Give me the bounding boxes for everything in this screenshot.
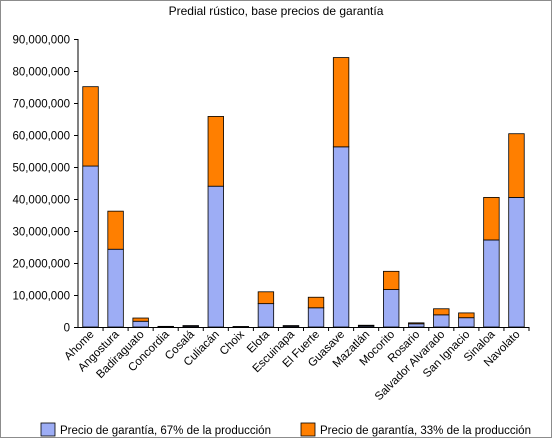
bar-segment-series2 [307, 296, 325, 309]
y-tick-label: 20,000,000 [12, 259, 70, 271]
bar-segment-series2 [107, 210, 124, 250]
bar-segment-series2 [332, 57, 350, 148]
bar-segment-series1 [132, 320, 149, 328]
x-axis: AhomeAngosturaBadiraguatoConcordiaCosalá… [62, 327, 530, 403]
y-tick-label: 60,000,000 [12, 131, 70, 143]
bar-segment-series2 [132, 317, 149, 322]
legend-label: Precio de garantía, 67% de la producción [60, 425, 271, 437]
bar-segment-series1 [107, 248, 124, 328]
bar-segment-series2 [82, 86, 99, 167]
bar-segment-series2 [157, 325, 174, 328]
bar-segment-series2 [383, 270, 400, 290]
y-tick-label: 90,000,000 [12, 35, 70, 47]
y-tick-label: 0 [64, 323, 70, 335]
bar-segment-series1 [257, 303, 275, 328]
bar-segment-series2 [433, 308, 450, 316]
y-tick-label: 10,000,000 [12, 291, 70, 303]
legend-label: Precio de garantía, 33% de la producción [320, 425, 531, 437]
bar-segment-series1 [332, 146, 350, 328]
bar-segment-series2 [508, 133, 525, 198]
y-tick-label: 40,000,000 [12, 195, 70, 207]
chart-title: Predial rústico, base precios de garantí… [169, 4, 384, 18]
bar-segment-series2 [182, 325, 199, 327]
bar-segment-series1 [508, 196, 525, 328]
bar-segment-series2 [357, 324, 375, 327]
y-axis: 0 10,000,000 20,000,000 30,000,000 40,000,00… [12, 35, 79, 335]
bar-segment-series2 [408, 322, 425, 325]
legend: Precio de garantía, 67% de la producción… [40, 422, 531, 437]
bar-segment-series1 [207, 185, 224, 328]
legend-swatch [40, 422, 56, 437]
bar-segment-series2 [282, 325, 300, 327]
bar-segment-series2 [458, 312, 475, 319]
bar-segment-series1 [408, 323, 425, 328]
bars [82, 57, 525, 328]
legend-swatch [300, 422, 316, 437]
bar-segment-series1 [383, 289, 400, 328]
bar-segment-series1 [307, 307, 325, 328]
bar-segment-series2 [483, 196, 500, 241]
bar-segment-series1 [82, 165, 99, 328]
bar-segment-series1 [433, 314, 450, 328]
y-tick-label: 50,000,000 [12, 163, 70, 175]
bar-segment-series2 [207, 116, 224, 187]
x-category-label: Choix [218, 328, 247, 357]
y-tick-label: 70,000,000 [12, 99, 70, 111]
bar-segment-series2 [257, 291, 275, 305]
bar-segment-series1 [483, 239, 500, 328]
y-tick-label: 30,000,000 [12, 227, 70, 239]
y-tick-label: 80,000,000 [12, 67, 70, 79]
bar-segment-series1 [458, 317, 475, 328]
